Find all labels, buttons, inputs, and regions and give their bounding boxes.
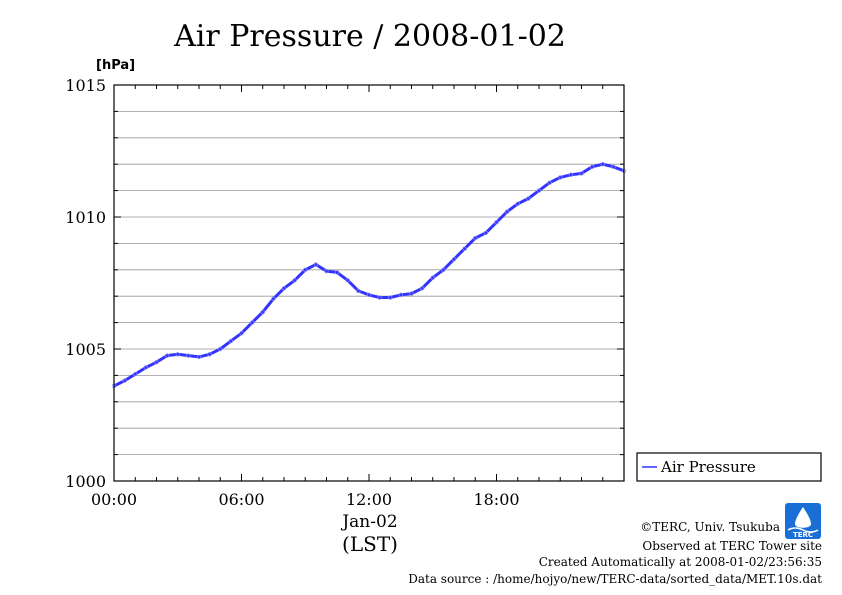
data-point bbox=[271, 296, 276, 302]
footer-observed: Observed at TERC Tower site bbox=[642, 539, 822, 553]
legend: Air Pressure bbox=[636, 452, 822, 482]
series-air-pressure bbox=[111, 161, 627, 389]
data-point bbox=[303, 267, 308, 272]
data-point bbox=[133, 371, 138, 377]
plot-frame bbox=[113, 84, 625, 482]
x-tick-label: 18:00 bbox=[473, 490, 519, 509]
data-point bbox=[356, 288, 361, 294]
series-line bbox=[113, 162, 625, 388]
data-point bbox=[143, 365, 149, 370]
data-point bbox=[175, 352, 180, 357]
axis-ticks bbox=[113, 84, 625, 482]
x-tick-labels: 00:00 06:00 12:00 18:00 bbox=[91, 490, 520, 509]
x-tick-label: 12:00 bbox=[346, 490, 392, 509]
data-point bbox=[377, 295, 382, 300]
y-tick-label: 1000 bbox=[65, 472, 106, 491]
x-tick-label: 00:00 bbox=[91, 490, 137, 509]
data-point bbox=[228, 338, 234, 344]
data-point bbox=[334, 270, 340, 275]
data-point bbox=[589, 164, 595, 170]
data-point bbox=[494, 220, 499, 225]
terc-logo: TERC bbox=[785, 503, 821, 539]
data-point bbox=[164, 353, 170, 358]
legend-entry-air-pressure: Air Pressure bbox=[660, 458, 756, 476]
chart-title: Air Pressure / 2008-01-02 bbox=[173, 19, 566, 54]
data-point bbox=[218, 346, 223, 352]
data-point bbox=[419, 286, 425, 291]
data-point bbox=[579, 171, 584, 176]
data-point bbox=[122, 378, 127, 383]
x-axis-label: (LST) bbox=[342, 532, 398, 556]
data-point bbox=[611, 164, 616, 170]
data-point bbox=[324, 268, 329, 274]
legend-box bbox=[636, 452, 822, 482]
footer-copyright: ©TERC, Univ. Tsukuba bbox=[640, 520, 780, 534]
data-point bbox=[441, 267, 446, 272]
x-tick-label: 06:00 bbox=[218, 490, 264, 509]
y-axis-unit-label: [hPa] bbox=[96, 58, 135, 73]
data-point bbox=[292, 278, 297, 283]
x-axis-date-label: Jan-02 bbox=[340, 512, 397, 532]
data-point bbox=[366, 292, 372, 298]
data-point bbox=[526, 196, 531, 201]
footer-created: Created Automatically at 2008-01-02/23:5… bbox=[539, 555, 822, 569]
data-point bbox=[196, 354, 202, 360]
data-point bbox=[473, 235, 478, 241]
grid-lines bbox=[114, 111, 624, 456]
data-point bbox=[281, 286, 287, 291]
data-point bbox=[154, 360, 159, 365]
data-point bbox=[568, 172, 574, 177]
data-point bbox=[207, 352, 212, 357]
data-point bbox=[536, 188, 542, 193]
data-point bbox=[547, 180, 552, 185]
data-point bbox=[398, 292, 404, 298]
data-point bbox=[451, 257, 457, 262]
y-tick-label: 1010 bbox=[65, 208, 106, 227]
data-point bbox=[600, 161, 605, 167]
footer-source: Data source : /home/hojyo/new/TERC-data/… bbox=[408, 572, 822, 586]
data-point bbox=[345, 278, 350, 283]
y-tick-labels: 1000 1005 1010 1015 bbox=[65, 76, 106, 491]
data-point bbox=[249, 320, 255, 325]
data-point bbox=[462, 246, 467, 251]
data-point bbox=[313, 262, 319, 267]
data-point bbox=[409, 291, 414, 296]
data-point bbox=[483, 230, 489, 236]
data-point bbox=[504, 209, 510, 214]
data-point bbox=[260, 309, 265, 315]
terc-logo-text: TERC bbox=[793, 531, 813, 539]
data-point bbox=[239, 330, 244, 336]
data-point bbox=[388, 295, 393, 300]
data-point bbox=[515, 201, 520, 206]
data-point bbox=[430, 275, 435, 280]
y-tick-label: 1015 bbox=[65, 76, 106, 95]
data-point bbox=[558, 175, 563, 180]
data-point bbox=[186, 353, 191, 358]
y-tick-label: 1005 bbox=[65, 340, 106, 359]
